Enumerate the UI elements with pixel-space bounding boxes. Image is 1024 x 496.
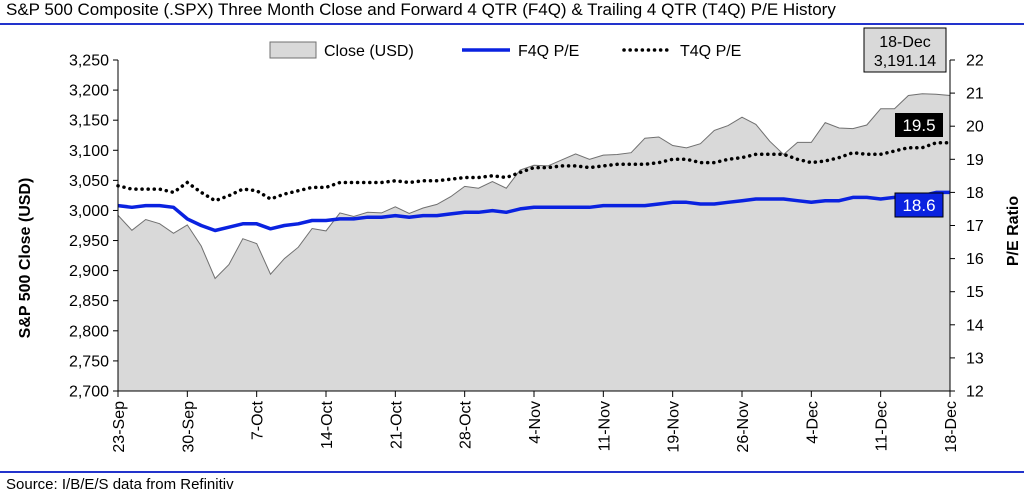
source-note: Source: I/B/E/S data from Refinitiv [6,476,234,493]
x-tick-label: 7-Oct [250,400,267,440]
right-tick-label: 14 [966,317,984,334]
x-tick-label: 11-Nov [596,401,613,451]
chart: 2,700 2,750 2,800 2,850 2,900 2,950 3,000 3,050… [17,27,1022,453]
right-tick-label: 15 [966,284,984,301]
left-tick-label: 2,750 [69,353,109,370]
right-tick-label: 17 [966,218,984,235]
x-tick-label: 23-Sep [111,401,128,453]
x-tick-label: 19-Nov [666,401,683,453]
left-tick-label: 2,700 [69,384,109,401]
left-tick-label: 3,050 [69,173,109,190]
legend-close-swatch [269,41,317,59]
x-tick-label: 14-Oct [319,400,336,449]
legend-close-label: Close (USD) [324,43,414,60]
right-tick-label: 19 [966,152,984,169]
left-tick-label: 3,250 [69,53,109,70]
right-tick-label: 20 [966,119,984,136]
t4q-annotation: 19.5 [895,113,943,137]
title-divider [0,23,1024,25]
right-tick-label: 12 [966,384,984,401]
f4q-annotation: 18.6 [894,192,944,218]
right-tick-label: 18 [966,185,984,202]
left-tick-label: 2,900 [69,263,109,280]
right-tick-label: 16 [966,251,984,268]
close-annotation: 18-Dec 3,191.14 [863,27,947,73]
right-tick-label: 22 [966,53,984,70]
close-annotation-date: 18-Dec [879,34,931,51]
left-axis-ticks: 2,700 2,750 2,800 2,850 2,900 2,950 3,000 3,050… [69,53,118,401]
left-tick-label: 2,800 [69,323,109,340]
left-tick-label: 3,100 [69,143,109,160]
right-axis-ticks: 12 13 14 15 16 17 18 19 20 21 22 [950,53,984,401]
x-tick-label: 26-Nov [735,401,752,453]
x-tick-label: 28-Oct [458,400,475,449]
f4q-annotation-value: 18.6 [902,196,935,215]
x-tick-label: 30-Sep [180,401,197,453]
x-axis-ticks: 23-Sep 30-Sep 7-Oct 14-Oct 21-Oct 28-Oct 4-Nov… [111,391,960,453]
left-tick-label: 2,950 [69,233,109,250]
x-tick-label: 11-Dec [874,401,891,451]
x-tick-label: 4-Nov [527,401,544,444]
left-tick-label: 3,150 [69,113,109,130]
left-axis-label: S&P 500 Close (USD) [17,178,34,339]
left-tick-label: 2,850 [69,293,109,310]
x-tick-label: 21-Oct [388,400,405,449]
close-series-area [117,93,951,392]
right-axis-label: P/E Ratio [1005,196,1022,266]
legend-f4q-label: F4Q P/E [518,43,579,60]
footer-divider [0,471,1024,473]
close-annotation-value: 3,191.14 [874,53,936,70]
right-tick-label: 13 [966,350,984,367]
left-tick-label: 3,200 [69,83,109,100]
t4q-annotation-value: 19.5 [902,116,935,135]
legend: Close (USD) F4Q P/E T4Q P/E [269,41,741,60]
x-tick-label: 4-Dec [804,401,821,444]
f4q-series-line [117,190,950,233]
x-tick-label: 18-Dec [943,401,960,453]
legend-t4q-label: T4Q P/E [680,43,741,60]
left-tick-label: 3,000 [69,203,109,220]
right-tick-label: 21 [966,86,984,103]
chart-title: S&P 500 Composite (.SPX) Three Month Clo… [6,0,836,19]
